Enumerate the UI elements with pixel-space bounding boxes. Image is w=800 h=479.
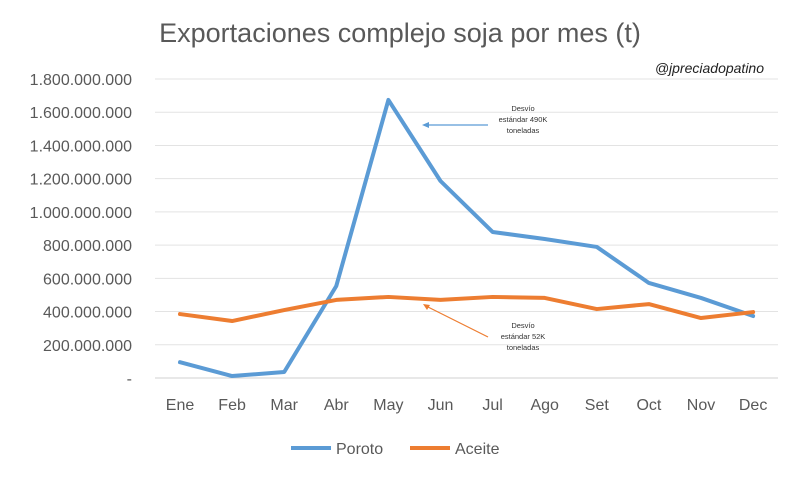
x-tick-label: Ago xyxy=(530,397,559,414)
x-tick-label: Set xyxy=(585,397,610,414)
x-tick-label: Jun xyxy=(428,397,454,414)
y-tick-label: 1.800.000.000 xyxy=(30,72,132,89)
legend-label: Poroto xyxy=(336,441,383,458)
chart-title: Exportaciones complejo soja por mes (t) xyxy=(159,18,641,48)
annotation-line: estándar 52K xyxy=(501,332,546,341)
x-tick-label: Jul xyxy=(482,397,502,414)
legend-label: Aceite xyxy=(455,441,500,458)
x-tick-label: May xyxy=(373,397,403,414)
series-lines xyxy=(180,100,753,376)
gridlines xyxy=(155,79,778,378)
x-tick-label: Nov xyxy=(687,397,715,414)
series-line-aceite xyxy=(180,297,753,321)
annotation-line: Desvío xyxy=(511,321,534,330)
y-tick-label: 400.000.000 xyxy=(43,305,132,322)
annotation-arrow xyxy=(426,306,488,337)
y-tick-label: 800.000.000 xyxy=(43,238,132,255)
x-tick-label: Mar xyxy=(270,397,298,414)
x-tick-label: Oct xyxy=(636,397,661,414)
x-tick-label: Feb xyxy=(218,397,246,414)
annotation-line: toneladas xyxy=(507,126,540,135)
y-tick-label: 1.000.000.000 xyxy=(30,205,132,222)
annotation-line: Desvío xyxy=(511,104,534,113)
series-line-poroto xyxy=(180,100,753,376)
y-axis-ticks: - 200.000.000 400.000.000 600.000.000 800.00… xyxy=(30,72,132,388)
y-tick-label: 200.000.000 xyxy=(43,338,132,355)
y-tick-label: 1.200.000.000 xyxy=(30,172,132,189)
y-tick-label: - xyxy=(127,371,132,388)
x-tick-label: Dec xyxy=(739,397,767,414)
annotation-text: Desvío estándar 52K toneladas xyxy=(501,321,546,352)
y-tick-label: 1.400.000.000 xyxy=(30,138,132,155)
x-tick-label: Ene xyxy=(166,397,195,414)
watermark: @jpreciadopatino xyxy=(655,60,764,76)
x-axis-ticks: Ene Feb Mar Abr May Jun Jul Ago Set Oct Nov Dec xyxy=(166,397,768,414)
annotation-line: toneladas xyxy=(507,343,540,352)
annotation-poroto: Desvío estándar 490K toneladas xyxy=(422,104,547,135)
arrowhead-icon xyxy=(422,122,429,128)
y-tick-label: 600.000.000 xyxy=(43,271,132,288)
y-tick-label: 1.600.000.000 xyxy=(30,105,132,122)
annotation-line: estándar 490K xyxy=(499,115,548,124)
annotation-text: Desvío estándar 490K toneladas xyxy=(499,104,548,135)
x-tick-label: Abr xyxy=(324,397,350,414)
legend: Poroto Aceite xyxy=(291,441,500,458)
